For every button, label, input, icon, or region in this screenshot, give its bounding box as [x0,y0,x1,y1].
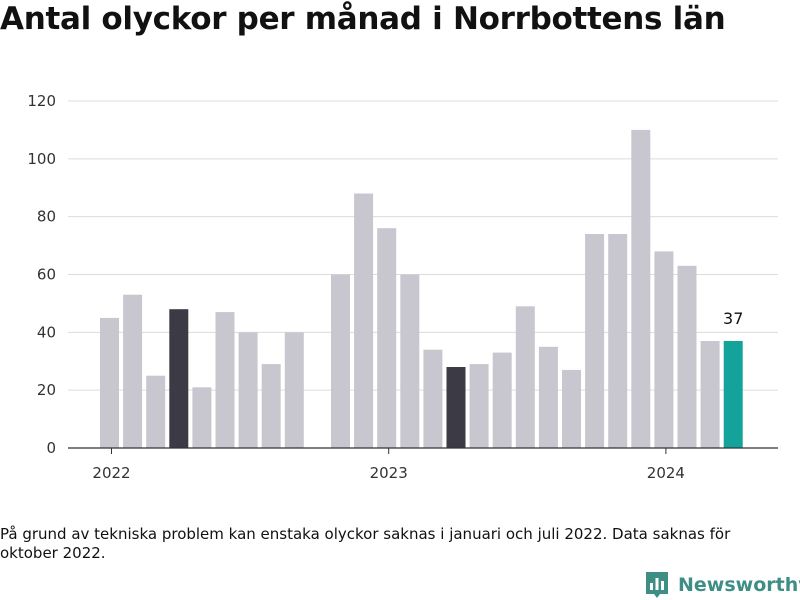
bar-2023-02 [400,274,420,448]
bar-2022-11 [331,274,350,448]
bar-2023-10 [585,234,605,448]
bar-2022-09 [284,332,304,448]
bar-2022-04 [169,309,189,448]
bar-2022-05 [192,387,212,448]
bar-chart: 0 20 40 60 80 100 120 2022 2023 2024 37 [27,92,778,482]
bar-2023-09 [562,369,581,448]
y-tick-label: 20 [37,381,56,399]
bar-2022-03 [146,375,166,448]
x-tick-label: 2023 [370,464,408,482]
bar-2023-08 [538,346,558,448]
bar-2023-12 [631,129,651,448]
bar-2024-04 [723,341,743,448]
bar-2024-01 [654,251,674,448]
bar-2024-02 [677,265,697,448]
y-tick-label: 120 [27,92,56,110]
bar-2023-06 [492,352,512,448]
bar-2022-02 [123,294,143,448]
y-tick-label: 40 [37,323,56,341]
data-label: 37 [723,309,743,328]
bar-2022-06 [215,312,235,448]
y-tick-label: 100 [27,150,56,168]
bar-2022-07 [238,332,258,448]
y-tick-label: 60 [37,266,56,284]
bar-2022-01 [100,317,119,448]
y-tick-label: 80 [37,208,56,226]
bar-2023-04 [446,367,466,448]
bar-2023-05 [469,364,489,448]
x-tick-label: 2022 [92,464,130,482]
bar-2024-03 [700,341,720,448]
newsworthy-logo-icon [646,572,668,598]
y-tick-label: 0 [46,439,56,457]
brand[interactable]: Newsworthy [644,570,800,600]
bar-2022-12 [354,193,374,448]
bar-2023-07 [515,306,535,448]
bar-2023-03 [423,349,443,448]
brand-name: Newsworthy [678,574,800,596]
bar-2023-11 [608,234,628,448]
chart-title: Antal olyckor per månad i Norrbottens lä… [0,1,726,37]
bar-2023-01 [377,228,397,448]
x-tick-label: 2024 [647,464,685,482]
footnote: På grund av tekniska problem kan enstaka… [0,525,731,562]
bar-2022-08 [261,364,281,448]
